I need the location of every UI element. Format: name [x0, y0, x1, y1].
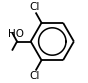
- Text: Cl: Cl: [29, 71, 40, 81]
- Text: HO: HO: [8, 29, 24, 39]
- Text: Cl: Cl: [29, 2, 40, 12]
